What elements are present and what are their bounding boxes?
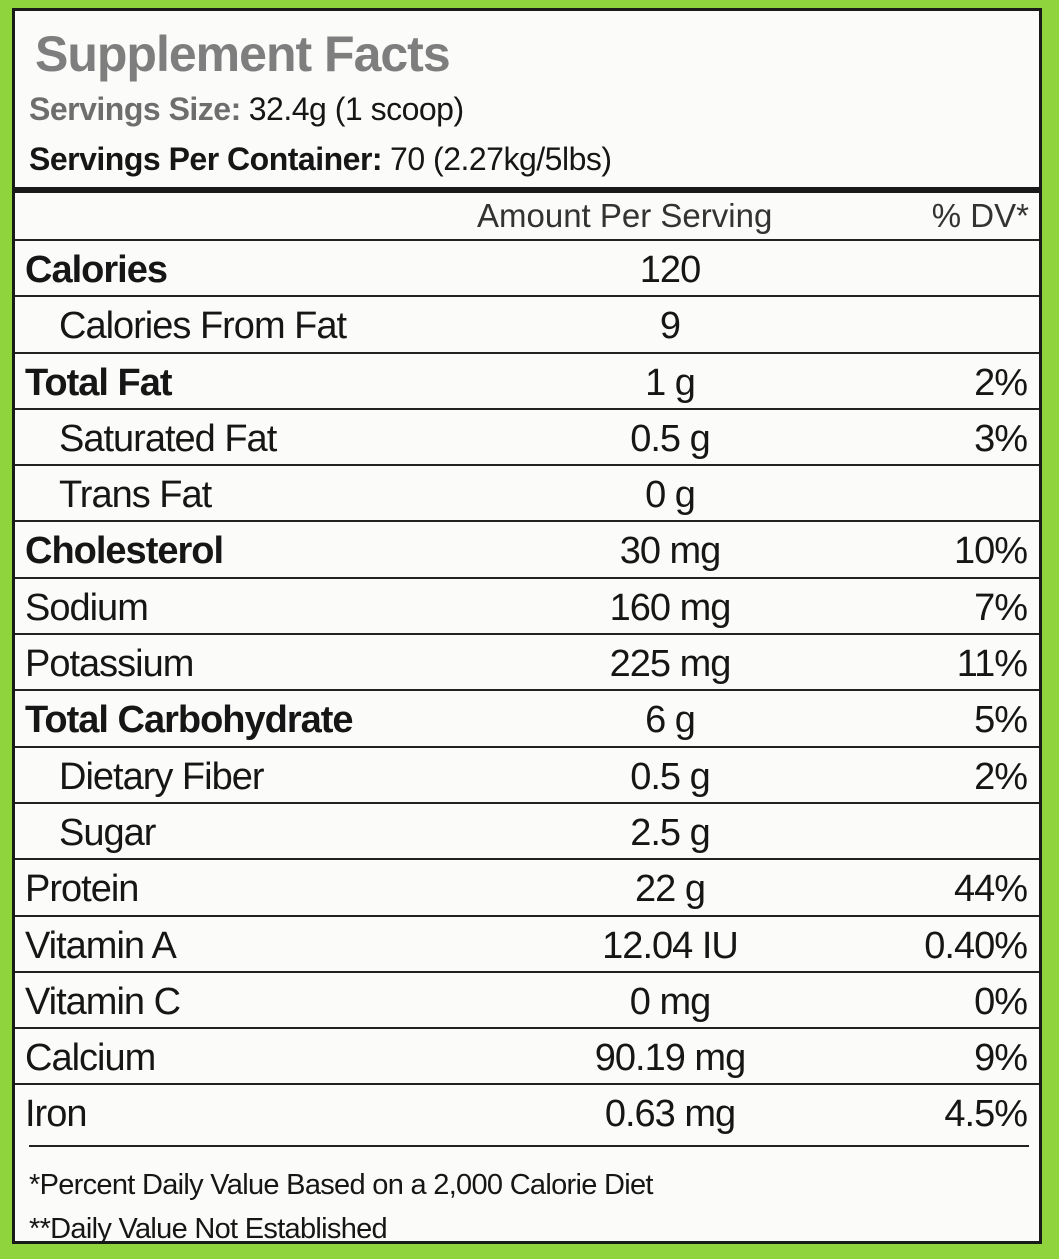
nutrient-dv: 3% xyxy=(974,417,1028,460)
nutrient-dv: 2% xyxy=(974,361,1028,404)
nutrient-row: Potassium 225 mg 11% xyxy=(15,633,1039,689)
footnote: **Daily Value Not Established xyxy=(29,1213,388,1245)
nutrient-dv: 5% xyxy=(974,699,1028,742)
nutrient-row: Vitamin A 12.04 IU 0.40% xyxy=(15,914,1039,971)
nutrient-dv: 11% xyxy=(956,643,1028,686)
title: Supplement Facts xyxy=(35,26,451,82)
nutrient-amount: 0.5 g xyxy=(630,755,711,798)
nutrient-table: Calories 120 Calories From Fat 9 Total Fat 1 … xyxy=(15,239,1039,1140)
nutrient-dv: 7% xyxy=(974,586,1028,629)
serving-size: Servings Size: 32.4g (1 scoop) xyxy=(29,91,464,128)
nutrient-amount: 0.63 mg xyxy=(604,1093,736,1136)
nutrient-name: Calcium xyxy=(25,1037,156,1080)
nutrient-name: Cholesterol xyxy=(25,530,224,573)
nutrient-row: Calories From Fat 9 xyxy=(15,295,1039,351)
nutrient-name: Iron xyxy=(25,1093,87,1136)
servings-per-container-value: 70 (2.27kg/5lbs) xyxy=(390,141,612,177)
nutrient-row: Sodium 160 mg 7% xyxy=(15,576,1039,633)
nutrient-name: Total Carbohydrate xyxy=(25,699,354,742)
nutrient-name: Protein xyxy=(25,868,139,911)
nutrient-row: Iron 0.63 mg 4.5% xyxy=(15,1083,1039,1139)
nutrient-amount: 6 g xyxy=(645,699,696,742)
nutrient-row: Saturated Fat 0.5 g 3% xyxy=(15,407,1039,464)
nutrient-row: Cholesterol 30 mg 10% xyxy=(15,520,1039,576)
header-amount: Amount Per Serving xyxy=(477,197,773,234)
nutrient-row: Total Fat 1 g 2% xyxy=(15,351,1039,408)
servings-per-container-label: Servings Per Container: xyxy=(29,141,383,177)
nutrient-amount: 0 mg xyxy=(629,980,711,1023)
nutrient-name: Vitamin C xyxy=(25,980,181,1023)
nutrient-row: Total Carbohydrate 6 g 5% xyxy=(15,689,1039,745)
nutrient-row: Protein 22 g 44% xyxy=(15,858,1039,914)
nutrient-row: Vitamin C 0 mg 0% xyxy=(15,970,1039,1027)
nutrient-dv: 4.5% xyxy=(944,1093,1028,1136)
nutrient-amount: 22 g xyxy=(635,868,706,911)
nutrient-amount: 0.5 g xyxy=(630,417,711,460)
nutrient-name: Saturated Fat xyxy=(59,417,277,460)
header-dv: % DV* xyxy=(931,197,1029,234)
supplement-facts-panel: Supplement Facts Servings Size: 32.4g (1 … xyxy=(12,8,1042,1245)
nutrient-row: Dietary Fiber 0.5 g 2% xyxy=(15,745,1039,802)
nutrient-amount: 2.5 g xyxy=(630,811,711,854)
nutrient-name: Calories xyxy=(25,249,168,291)
nutrient-name: Dietary Fiber xyxy=(59,755,264,798)
nutrient-row: Calories 120 xyxy=(15,239,1039,295)
nutrient-amount: 120 xyxy=(639,249,701,291)
nutrient-name: Sugar xyxy=(59,811,156,854)
nutrient-dv: 9% xyxy=(974,1037,1028,1080)
nutrient-name: Trans Fat xyxy=(59,474,212,517)
footnotes: *Percent Daily Value Based on a 2,000 Ca… xyxy=(29,1145,1029,1251)
nutrient-row: Sugar 2.5 g xyxy=(15,801,1039,858)
nutrient-dv: 2% xyxy=(974,755,1028,798)
divider xyxy=(15,187,1039,193)
nutrient-name: Total Fat xyxy=(25,361,173,404)
serving-size-label: Servings Size: xyxy=(29,91,241,127)
nutrient-amount: 9 xyxy=(659,305,681,348)
nutrient-name: Vitamin A xyxy=(25,924,177,967)
nutrient-dv: 10% xyxy=(953,530,1028,573)
nutrient-amount: 225 mg xyxy=(609,643,732,686)
nutrient-dv: 44% xyxy=(953,868,1028,911)
nutrient-amount: 30 mg xyxy=(619,530,722,573)
nutrient-amount: 90.19 mg xyxy=(594,1037,746,1080)
footnote: *Percent Daily Value Based on a 2,000 Ca… xyxy=(29,1169,653,1201)
servings-per-container: Servings Per Container: 70 (2.27kg/5lbs) xyxy=(29,141,612,178)
nutrient-dv: 0.40% xyxy=(924,924,1028,967)
nutrient-name: Calories From Fat xyxy=(59,305,347,348)
nutrient-amount: 1 g xyxy=(645,361,696,404)
nutrient-amount: 12.04 IU xyxy=(602,924,739,967)
nutrient-row: Trans Fat 0 g xyxy=(15,464,1039,520)
serving-size-value: 32.4g (1 scoop) xyxy=(248,91,464,127)
nutrient-name: Potassium xyxy=(25,643,194,686)
nutrient-name: Sodium xyxy=(25,586,149,629)
nutrient-amount: 160 mg xyxy=(609,586,732,629)
nutrient-dv: 0% xyxy=(974,980,1028,1023)
nutrient-row: Calcium 90.19 mg 9% xyxy=(15,1027,1039,1083)
nutrient-amount: 0 g xyxy=(645,474,696,517)
